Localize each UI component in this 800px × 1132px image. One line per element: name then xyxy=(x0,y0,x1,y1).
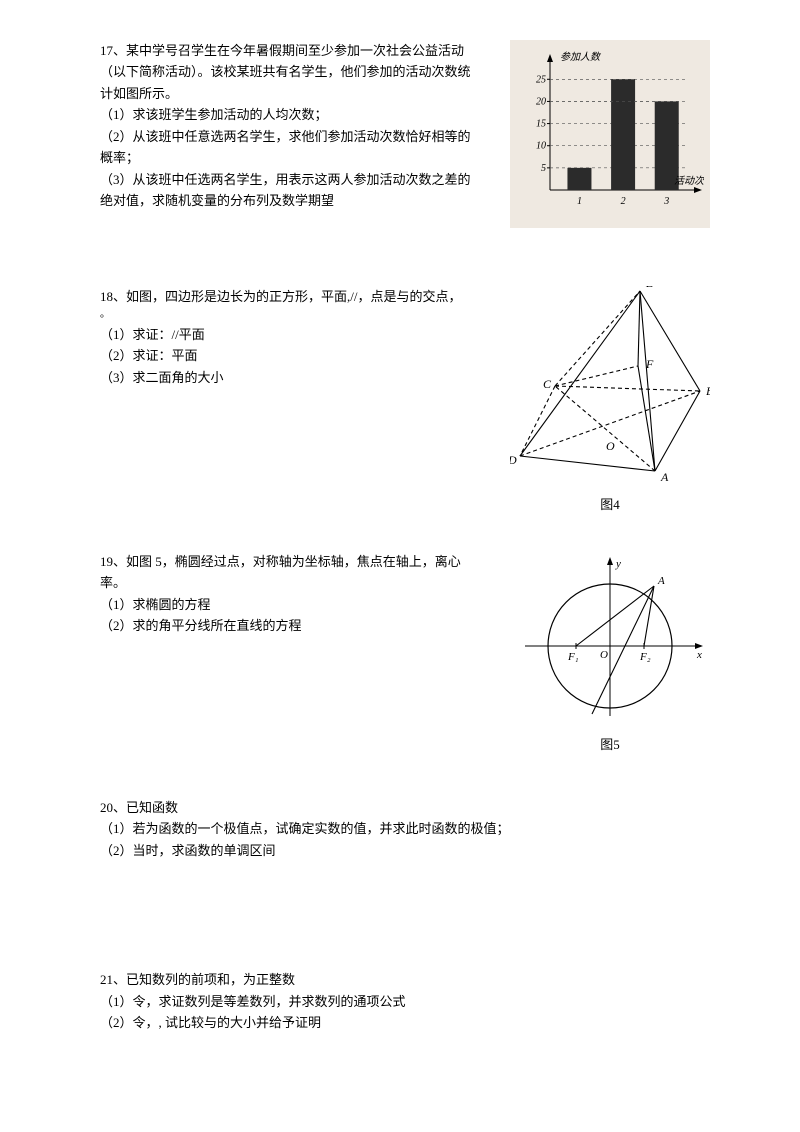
problem-18: 18、如图，四边形是边长为的正方形，平面,//，点是与的交点， 。 （1）求证：… xyxy=(100,286,710,513)
p19-q2: （2）求的角平分线所在直线的方程 xyxy=(100,615,480,636)
svg-text:D: D xyxy=(510,453,517,467)
problem-17: 17、某中学号召学生在今年暑假期间至少参加一次社会公益活动（以下简称活动）。该校… xyxy=(100,40,710,228)
svg-text:B: B xyxy=(706,384,710,398)
p20-q1: （1）若为函数的一个极值点，试确定实数的值，并求此时函数的极值； xyxy=(100,818,710,839)
svg-text:F: F xyxy=(645,357,654,371)
p21-stem: 21、已知数列的前项和，为正整数 xyxy=(100,969,710,990)
problem-20: 20、已知函数 （1）若为函数的一个极值点，试确定实数的值，并求此时函数的极值；… xyxy=(100,797,710,861)
svg-text:20: 20 xyxy=(536,96,546,107)
problem-18-text: 18、如图，四边形是边长为的正方形，平面,//，点是与的交点， 。 （1）求证：… xyxy=(100,286,480,388)
svg-text:E: E xyxy=(645,286,654,290)
svg-text:25: 25 xyxy=(536,74,546,85)
pyramid-diagram: A B C D E F O xyxy=(510,286,710,486)
svg-text:C: C xyxy=(543,377,552,391)
problem-21-text: 21、已知数列的前项和，为正整数 （1）令，求证数列是等差数列，并求数列的通项公… xyxy=(100,969,710,1033)
svg-text:O: O xyxy=(600,649,608,661)
p17-q3: （3）从该班中任选两名学生，用表示这两人参加活动次数之差的绝对值，求随机变量的分… xyxy=(100,169,480,212)
svg-text:y: y xyxy=(615,558,621,570)
svg-text:O: O xyxy=(606,439,615,453)
p17-q2: （2）从该班中任意选两名学生，求他们参加活动次数恰好相等的概率； xyxy=(100,126,480,169)
svg-text:1: 1 xyxy=(577,196,582,207)
svg-text:15: 15 xyxy=(536,119,546,130)
svg-text:3: 3 xyxy=(663,196,669,207)
svg-text:活动次数: 活动次数 xyxy=(674,175,704,187)
page: 17、某中学号召学生在今年暑假期间至少参加一次社会公益活动（以下简称活动）。该校… xyxy=(0,0,800,1102)
svg-text:x: x xyxy=(696,649,702,661)
p21-q2: （2）令，, 试比较与的大小并给予证明 xyxy=(100,1012,710,1033)
fig5-caption: 图5 xyxy=(510,734,710,753)
p20-stem: 20、已知函数 xyxy=(100,797,710,818)
p18-q2: （2）求证：平面 xyxy=(100,345,480,366)
problem-20-text: 20、已知函数 （1）若为函数的一个极值点，试确定实数的值，并求此时函数的极值；… xyxy=(100,797,710,861)
svg-text:F₂: F₂ xyxy=(639,651,651,663)
problem-19-text: 19、如图 5，椭圆经过点，对称轴为坐标轴，焦点在轴上，离心率。 （1）求椭圆的… xyxy=(100,551,480,637)
ellipse-diagram: O F₁ F₂ Ax y xyxy=(515,551,705,726)
p21-q1: （1）令，求证数列是等差数列，并求数列的通项公式 xyxy=(100,991,710,1012)
p18-small: 。 xyxy=(100,307,480,324)
problem-18-figure: A B C D E F O 图4 xyxy=(510,286,710,513)
p19-stem: 19、如图 5，椭圆经过点，对称轴为坐标轴，焦点在轴上，离心率。 xyxy=(100,551,480,594)
problem-19-figure: O F₁ F₂ Ax y 图5 xyxy=(510,551,710,753)
bar-chart: 参加人数 5 10 15 20 25 1 2 3 活动次数 xyxy=(510,40,710,228)
p17-q1: （1）求该班学生参加活动的人均次数； xyxy=(100,104,480,125)
p18-stem: 18、如图，四边形是边长为的正方形，平面,//，点是与的交点， xyxy=(100,286,480,307)
svg-text:5: 5 xyxy=(541,163,546,174)
problem-17-figure: 参加人数 5 10 15 20 25 1 2 3 活动次数 xyxy=(510,40,710,228)
p19-q1: （1）求椭圆的方程 xyxy=(100,594,480,615)
svg-text:F₁: F₁ xyxy=(567,651,579,663)
fig4-caption: 图4 xyxy=(510,494,710,513)
problem-21: 21、已知数列的前项和，为正整数 （1）令，求证数列是等差数列，并求数列的通项公… xyxy=(100,969,710,1033)
p20-q2: （2）当时，求函数的单调区间 xyxy=(100,840,710,861)
p18-q3: （3）求二面角的大小 xyxy=(100,367,480,388)
bar-chart-svg: 参加人数 5 10 15 20 25 1 2 3 活动次数 xyxy=(516,48,704,218)
svg-text:10: 10 xyxy=(536,141,546,152)
p18-q1: （1）求证：//平面 xyxy=(100,324,480,345)
svg-text:A: A xyxy=(660,470,669,484)
problem-19: 19、如图 5，椭圆经过点，对称轴为坐标轴，焦点在轴上，离心率。 （1）求椭圆的… xyxy=(100,551,710,753)
p17-stem: 17、某中学号召学生在今年暑假期间至少参加一次社会公益活动（以下简称活动）。该校… xyxy=(100,40,480,104)
svg-text:A: A xyxy=(657,575,665,587)
svg-text:参加人数: 参加人数 xyxy=(560,51,602,63)
problem-17-text: 17、某中学号召学生在今年暑假期间至少参加一次社会公益活动（以下简称活动）。该校… xyxy=(100,40,480,212)
svg-text:2: 2 xyxy=(621,196,626,207)
